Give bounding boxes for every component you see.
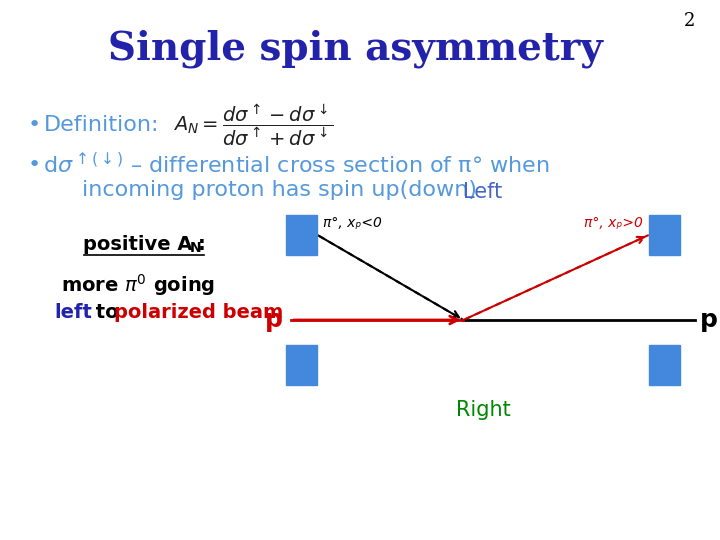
Text: 2: 2 — [684, 12, 695, 30]
Text: p: p — [265, 308, 283, 332]
Bar — [286, 215, 318, 255]
Bar — [649, 215, 680, 255]
Text: π°, xₚ>0: π°, xₚ>0 — [584, 216, 643, 230]
Text: Right: Right — [456, 400, 510, 420]
Bar — [286, 345, 318, 385]
Text: positive A: positive A — [84, 235, 193, 254]
Text: incoming proton has spin up(down): incoming proton has spin up(down) — [82, 180, 477, 200]
Text: Left: Left — [464, 182, 503, 202]
Bar — [649, 345, 680, 385]
Text: $A_N = \dfrac{d\sigma^{\uparrow}-d\sigma^{\downarrow}}{d\sigma^{\uparrow}+d\sigm: $A_N = \dfrac{d\sigma^{\uparrow}-d\sigma… — [173, 102, 333, 148]
Text: d$\sigma^{\uparrow(\downarrow)}$ – differential cross section of π° when: d$\sigma^{\uparrow(\downarrow)}$ – diffe… — [43, 153, 550, 177]
Text: more $\pi^0$ going: more $\pi^0$ going — [61, 272, 215, 298]
Text: •: • — [27, 115, 41, 135]
Text: to: to — [89, 302, 125, 321]
Text: π°, xₚ<0: π°, xₚ<0 — [323, 216, 382, 230]
Text: left: left — [54, 302, 92, 321]
Text: p: p — [700, 308, 718, 332]
Text: N: N — [189, 241, 201, 255]
Text: •: • — [27, 155, 41, 175]
Text: polarized beam: polarized beam — [114, 302, 284, 321]
Text: Definition:: Definition: — [43, 115, 159, 135]
Text: :: : — [198, 235, 206, 254]
Text: Single spin asymmetry: Single spin asymmetry — [107, 30, 603, 69]
